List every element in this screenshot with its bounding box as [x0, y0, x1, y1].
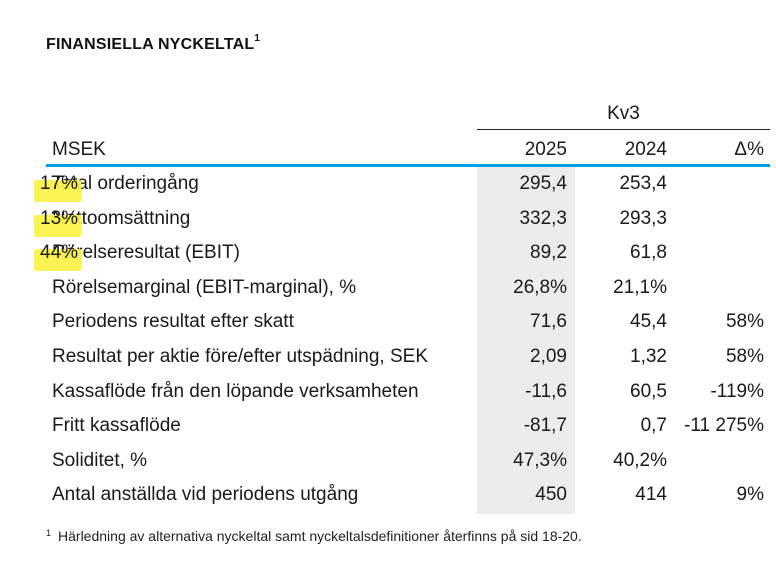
footnote-text: Härledning av alternativa nyckeltal samt… — [58, 528, 582, 544]
value-delta-highlighted: 17% — [34, 173, 82, 202]
value-2025: 47,3% — [513, 449, 567, 471]
header-delta: Δ% — [734, 139, 764, 160]
table-row: Soliditet, % 47,3% 40,2% — [46, 444, 770, 479]
row-label: Kassaflöde från den löpande verksamheten — [52, 380, 419, 402]
table-title: FINANSIELLA NYCKELTAL1 — [46, 33, 261, 54]
header-year-2024: 2024 — [624, 139, 667, 160]
table-row: Antal anställda vid periodens utgång 450 4… — [46, 478, 770, 513]
table-row: Total orderingång 295,4 253,4 17% — [34, 167, 770, 202]
current-year-column-shade — [477, 164, 575, 514]
table-title-text: FINANSIELLA NYCKELTAL — [46, 36, 255, 53]
value-2024: 0,7 — [640, 415, 667, 437]
table-row: Fritt kassaflöde -81,7 0,7 -11 275% — [46, 409, 770, 444]
value-2025: 2,09 — [530, 345, 567, 367]
value-2024: 1,32 — [630, 345, 667, 367]
header-label: MSEK — [52, 139, 106, 160]
table-row: Rörelsemarginal (EBIT-marginal), % 26,8% 2… — [46, 271, 770, 306]
header-rule — [46, 164, 770, 167]
value-2025: 295,4 — [519, 173, 567, 194]
table-row: Nettoomsättning 332,3 293,3 13% — [34, 202, 770, 237]
row-label: Resultat per aktie före/efter utspädning… — [52, 345, 428, 367]
row-label: Rörelseresultat (EBIT) — [52, 242, 240, 264]
highlight-mark — [34, 180, 82, 202]
value-2025: -81,7 — [523, 415, 567, 437]
value-2025: -11,6 — [525, 380, 567, 402]
value-2025: 89,2 — [530, 242, 567, 264]
value-2024: 253,4 — [619, 173, 667, 194]
value-2024: 414 — [635, 484, 667, 506]
value-delta: 58% — [725, 311, 764, 333]
value-delta-highlighted: 13% — [34, 207, 82, 237]
footnote-marker: 1 — [46, 528, 52, 538]
table-row: Rörelseresultat (EBIT) 89,2 61,8 44% — [34, 236, 770, 272]
financial-table: MSEK 2025 2024 Δ% Total orderingång 295,4… — [34, 133, 770, 513]
value-2024: 45,4 — [630, 311, 667, 333]
highlight-mark — [34, 214, 82, 237]
footnote: 1 Härledning av alternativa nyckeltal sam… — [46, 528, 582, 544]
value-delta: 9% — [736, 484, 764, 506]
value-2025: 71,6 — [530, 311, 567, 333]
title-footnote-marker: 1 — [254, 33, 261, 44]
value-2024: 61,8 — [630, 242, 667, 264]
value-2024: 60,5 — [630, 380, 667, 402]
value-2024: 293,3 — [619, 207, 667, 229]
table-row: Kassaflöde från den löpande verksamheten… — [46, 375, 770, 410]
row-label: Rörelsemarginal (EBIT-marginal), % — [52, 276, 357, 298]
value-delta: 13% — [40, 207, 79, 229]
table-header-row: MSEK 2025 2024 Δ% — [46, 133, 770, 164]
highlight-mark — [34, 249, 82, 272]
table-row: Periodens resultat efter skatt 71,6 45,4 58… — [46, 305, 770, 340]
row-label: Soliditet, % — [52, 449, 148, 471]
row-label: Antal anställda vid periodens utgång — [52, 484, 359, 506]
row-label: Periodens resultat efter skatt — [52, 311, 294, 333]
period-header: Kv3 — [607, 103, 640, 124]
value-delta: 44% — [40, 242, 79, 264]
value-2025: 26,8% — [513, 276, 567, 298]
table-row: Resultat per aktie före/efter utspädning… — [46, 340, 770, 375]
table-body: Total orderingång 295,4 253,4 17% Nettoomsät… — [34, 167, 770, 513]
value-2025: 450 — [535, 484, 567, 506]
row-label: Fritt kassaflöde — [52, 415, 181, 437]
value-2024: 21,1% — [613, 276, 667, 298]
period-header-rule — [477, 129, 770, 130]
value-2024: 40,2% — [613, 449, 667, 471]
value-delta: 58% — [725, 345, 764, 367]
value-2025: 332,3 — [519, 207, 567, 229]
row-label: Total orderingång — [52, 173, 199, 194]
value-delta: 17% — [40, 173, 79, 194]
value-delta: -119% — [710, 380, 764, 402]
header-year-2025: 2025 — [524, 139, 567, 160]
row-label: Nettoomsättning — [52, 207, 191, 229]
value-delta: -11 275% — [684, 415, 764, 437]
value-delta-highlighted: 44% — [34, 242, 82, 272]
